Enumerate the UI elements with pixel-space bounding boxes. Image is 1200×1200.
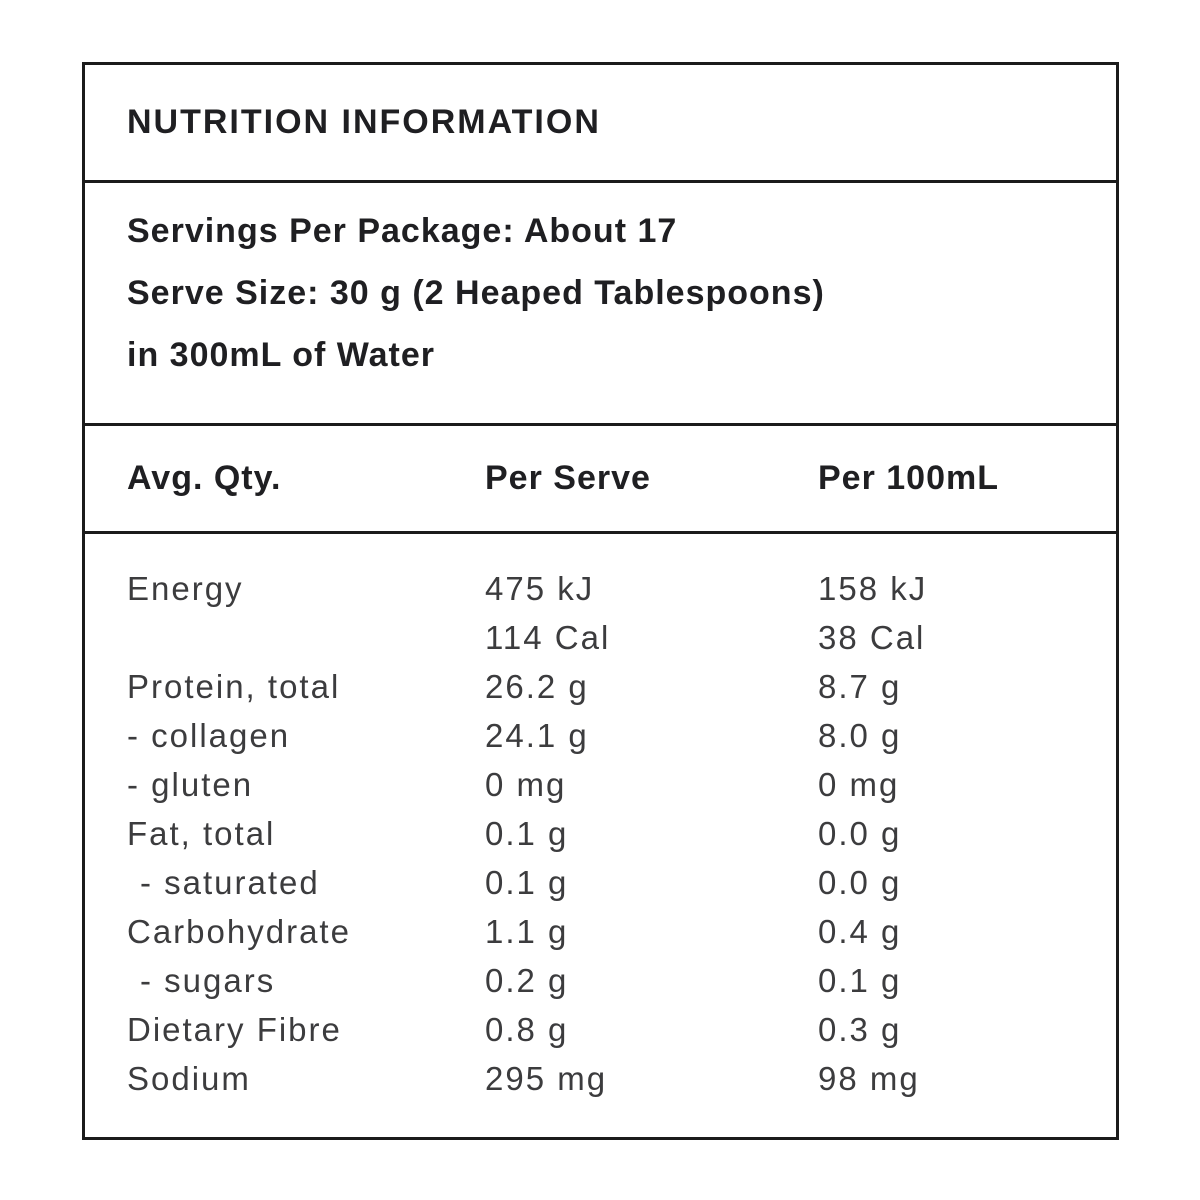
- nutrient-row: 114 Cal 38 Cal: [127, 613, 1116, 662]
- per-serve-value: 114 Cal: [485, 619, 611, 656]
- nutrient-row: - sugars 0.2 g 0.1 g: [127, 956, 1116, 1005]
- col-header-per-100ml: Per 100mL: [818, 459, 999, 497]
- per-100ml-value: 0.0 g: [818, 864, 902, 901]
- nutrient-row: Energy 475 kJ 158 kJ: [127, 564, 1116, 613]
- per-serve-value: 0 mg: [485, 766, 567, 803]
- nutrient-row: Dietary Fibre 0.8 g 0.3 g: [127, 1005, 1116, 1054]
- nutrient-label: - sugars: [140, 962, 276, 999]
- nutrient-row: Carbohydrate 1.1 g 0.4 g: [127, 907, 1116, 956]
- nutrient-row: - gluten 0 mg 0 mg: [127, 760, 1116, 809]
- nutrient-label: Protein, total: [127, 668, 341, 705]
- per-serve-value: 295 mg: [485, 1060, 608, 1097]
- per-100ml-value: 38 Cal: [818, 619, 926, 656]
- nutrient-rows: Energy 475 kJ 158 kJ 114 Cal 38 Cal Prot…: [85, 534, 1116, 1103]
- per-serve-value: 1.1 g: [485, 913, 569, 950]
- per-serve-value: 0.1 g: [485, 815, 569, 852]
- column-header-row: Avg. Qty. Per Serve Per 100mL: [85, 426, 1116, 534]
- nutrient-label: Energy: [127, 570, 244, 607]
- per-100ml-value: 0.0 g: [818, 815, 902, 852]
- nutrient-label: Carbohydrate: [127, 913, 351, 950]
- per-100ml-value: 0.1 g: [818, 962, 902, 999]
- title-section: NUTRITION INFORMATION: [85, 65, 1116, 183]
- per-100ml-value: 8.0 g: [818, 717, 902, 754]
- page-title: NUTRITION INFORMATION: [127, 103, 601, 141]
- servings-per-package-text: Servings Per Package: About 17: [127, 212, 678, 250]
- nutrient-row: Sodium 295 mg 98 mg: [127, 1054, 1116, 1103]
- per-serve-value: 475 kJ: [485, 570, 595, 607]
- nutrient-label: - saturated: [140, 864, 320, 901]
- per-100ml-value: 0.3 g: [818, 1011, 902, 1048]
- serve-size-text: Serve Size: 30 g (2 Heaped Tablespoons): [127, 274, 825, 312]
- per-serve-value: 24.1 g: [485, 717, 589, 754]
- per-serve-value: 26.2 g: [485, 668, 589, 705]
- per-serve-value: 0.1 g: [485, 864, 569, 901]
- nutrient-label: Dietary Fibre: [127, 1011, 342, 1048]
- per-100ml-value: 158 kJ: [818, 570, 928, 607]
- nutrient-label: Fat, total: [127, 815, 276, 852]
- per-100ml-value: 98 mg: [818, 1060, 920, 1097]
- col-header-per-serve: Per Serve: [485, 459, 651, 497]
- col-header-avg-qty: Avg. Qty.: [127, 459, 282, 497]
- per-serve-value: 0.2 g: [485, 962, 569, 999]
- nutrient-row: Protein, total 26.2 g 8.7 g: [127, 662, 1116, 711]
- nutrient-row: Fat, total 0.1 g 0.0 g: [127, 809, 1116, 858]
- nutrient-row: - saturated 0.1 g 0.0 g: [127, 858, 1116, 907]
- nutrient-label: - gluten: [127, 766, 254, 803]
- per-100ml-value: 8.7 g: [818, 668, 902, 705]
- servings-section: Servings Per Package: About 17 Serve Siz…: [85, 183, 1116, 426]
- per-100ml-value: 0.4 g: [818, 913, 902, 950]
- nutrition-panel: NUTRITION INFORMATION Servings Per Packa…: [82, 62, 1119, 1140]
- serve-size-water-text: in 300mL of Water: [127, 336, 435, 374]
- nutrient-row: - collagen 24.1 g 8.0 g: [127, 711, 1116, 760]
- nutrient-label: - collagen: [127, 717, 291, 754]
- per-serve-value: 0.8 g: [485, 1011, 569, 1048]
- per-100ml-value: 0 mg: [818, 766, 900, 803]
- nutrient-label: Sodium: [127, 1060, 251, 1097]
